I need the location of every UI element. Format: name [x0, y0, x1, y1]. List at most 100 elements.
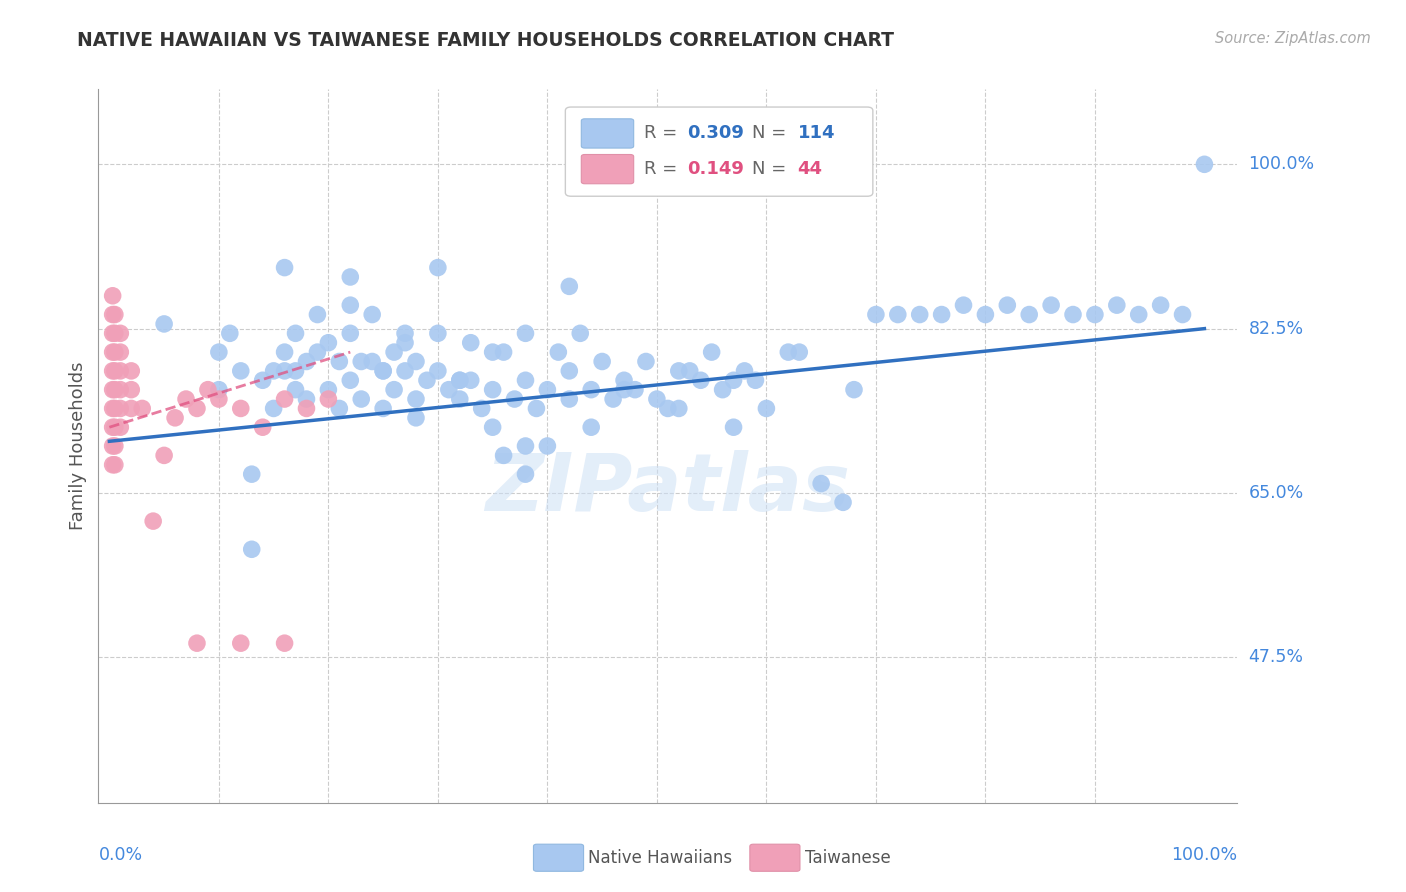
Point	[197, 383, 219, 397]
Point	[371, 364, 394, 378]
Point	[165, 410, 187, 425]
Point	[536, 439, 558, 453]
Point	[1171, 308, 1194, 322]
Point	[382, 383, 405, 397]
Point	[307, 308, 329, 322]
Point	[515, 467, 537, 482]
Point	[1194, 157, 1216, 171]
Point	[371, 364, 394, 378]
Point	[744, 373, 766, 387]
Point	[974, 308, 997, 322]
Point	[995, 298, 1018, 312]
Point	[536, 383, 558, 397]
Point	[104, 345, 127, 359]
Point	[558, 364, 581, 378]
Point	[318, 392, 340, 406]
Point	[569, 326, 592, 341]
Point	[252, 420, 274, 434]
Text: N =: N =	[752, 125, 792, 143]
Point	[174, 392, 197, 406]
Point	[908, 308, 931, 322]
Point	[394, 364, 416, 378]
Point	[591, 354, 613, 368]
Point	[515, 439, 537, 453]
Point	[481, 345, 503, 359]
Point	[1149, 298, 1171, 312]
Point	[1062, 308, 1084, 322]
Text: 82.5%: 82.5%	[1249, 319, 1303, 338]
Point	[865, 308, 887, 322]
Point	[110, 326, 132, 341]
Point	[240, 542, 263, 557]
Text: Source: ZipAtlas.com: Source: ZipAtlas.com	[1215, 31, 1371, 46]
Point	[579, 420, 602, 434]
Point	[263, 364, 285, 378]
Point	[273, 364, 295, 378]
Point	[679, 364, 702, 378]
Point	[153, 449, 176, 463]
Point	[460, 373, 482, 387]
Point	[110, 401, 132, 416]
Point	[295, 401, 318, 416]
Point	[547, 345, 569, 359]
Point	[186, 401, 208, 416]
Point	[318, 335, 340, 350]
Point	[307, 345, 329, 359]
Point	[832, 495, 855, 509]
Point	[284, 326, 307, 341]
Text: 0.149: 0.149	[688, 161, 744, 178]
FancyBboxPatch shape	[565, 107, 873, 196]
Point	[668, 401, 690, 416]
Point	[361, 354, 384, 368]
Text: 114: 114	[797, 125, 835, 143]
Point	[208, 383, 231, 397]
Point	[240, 467, 263, 482]
Text: 47.5%: 47.5%	[1249, 648, 1303, 666]
Point	[339, 270, 361, 285]
Point	[229, 364, 252, 378]
Point	[558, 279, 581, 293]
Text: 100.0%: 100.0%	[1249, 155, 1315, 173]
Point	[952, 298, 974, 312]
FancyBboxPatch shape	[533, 844, 583, 871]
Point	[104, 458, 127, 472]
Point	[295, 354, 318, 368]
FancyBboxPatch shape	[581, 119, 634, 148]
Point	[787, 345, 810, 359]
Point	[218, 326, 240, 341]
Point	[416, 373, 439, 387]
Point	[229, 636, 252, 650]
Point	[711, 383, 734, 397]
Point	[104, 439, 127, 453]
Point	[810, 476, 832, 491]
Point	[734, 364, 756, 378]
Text: 0.309: 0.309	[688, 125, 744, 143]
Point	[755, 401, 778, 416]
Point	[405, 354, 427, 368]
Text: R =: R =	[644, 161, 689, 178]
Point	[449, 373, 471, 387]
Point	[350, 354, 373, 368]
Point	[778, 345, 800, 359]
Point	[101, 439, 124, 453]
Y-axis label: Family Households: Family Households	[69, 362, 87, 530]
Point	[394, 335, 416, 350]
Point	[104, 401, 127, 416]
Point	[579, 383, 602, 397]
Point	[668, 364, 690, 378]
Point	[471, 401, 494, 416]
Point	[503, 392, 526, 406]
Point	[449, 392, 471, 406]
Point	[481, 420, 503, 434]
Point	[931, 308, 953, 322]
Point	[101, 308, 124, 322]
Text: 100.0%: 100.0%	[1171, 846, 1237, 863]
Point	[723, 373, 745, 387]
Point	[842, 383, 865, 397]
Point	[382, 345, 405, 359]
Point	[700, 345, 723, 359]
Point	[186, 636, 208, 650]
Point	[252, 373, 274, 387]
Point	[104, 364, 127, 378]
Point	[634, 354, 657, 368]
